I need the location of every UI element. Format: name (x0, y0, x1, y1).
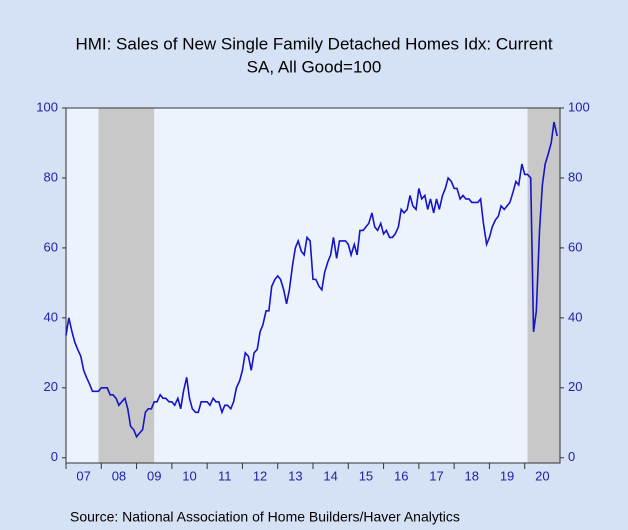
y-tick-label: 20 (44, 379, 58, 394)
y-tick-label: 60 (44, 239, 58, 254)
x-tick-label: 19 (500, 468, 514, 483)
x-tick-label: 15 (359, 468, 373, 483)
y2-tick-label: 100 (568, 99, 590, 114)
x-tick-label: 18 (465, 468, 479, 483)
x-tick-label: 07 (76, 468, 90, 483)
chart-title: HMI: Sales of New Single Family Detached… (75, 34, 552, 53)
x-tick-label: 16 (394, 468, 408, 483)
recession-shade (98, 108, 155, 463)
y-tick-label: 80 (44, 169, 58, 184)
y2-tick-label: 0 (568, 449, 575, 464)
x-tick-label: 17 (429, 468, 443, 483)
x-tick-label: 10 (182, 468, 196, 483)
data-line (65, 121, 558, 439)
x-tick-label: 11 (218, 468, 232, 483)
y2-tick-label: 20 (568, 379, 582, 394)
chart-title: SA, All Good=100 (247, 57, 382, 76)
plot-frame (65, 107, 561, 464)
source: Source: National Association of Home Bui… (70, 509, 460, 525)
x-tick-label: 13 (288, 468, 302, 483)
x-tick-label: 12 (253, 468, 267, 483)
y-tick-label: 0 (51, 449, 58, 464)
x-tick-label: 14 (323, 468, 337, 483)
x-tick-label: 09 (147, 468, 161, 483)
y2-tick-label: 40 (568, 309, 582, 324)
x-tick-label: 20 (535, 468, 549, 483)
y2-tick-label: 80 (568, 169, 582, 184)
y2-tick-label: 60 (568, 239, 582, 254)
x-tick-label: 08 (112, 468, 126, 483)
y-tick-label: 40 (44, 309, 58, 324)
y-tick-label: 100 (36, 99, 58, 114)
